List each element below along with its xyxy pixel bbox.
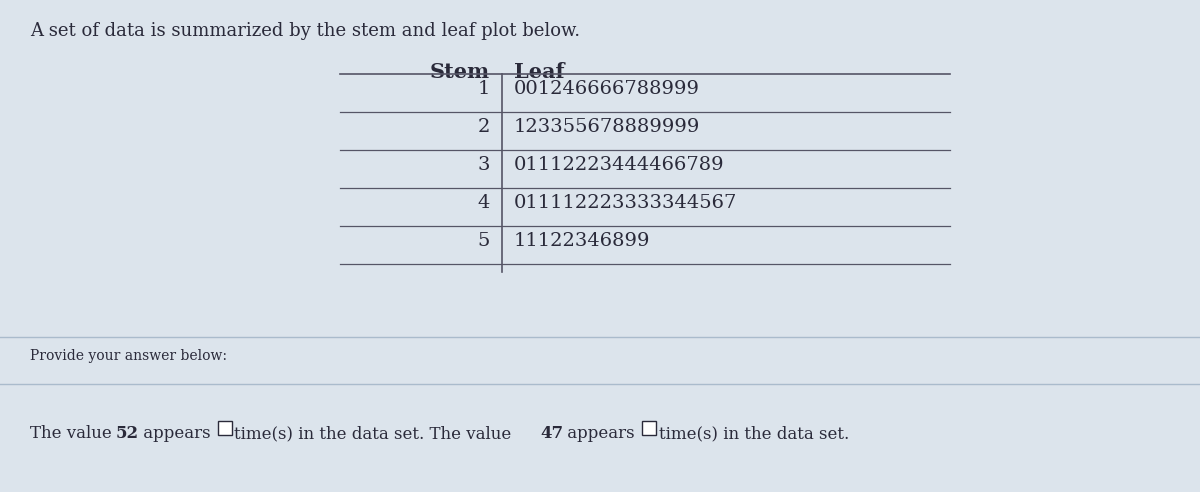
Text: Leaf: Leaf: [514, 62, 564, 82]
Text: 2: 2: [478, 118, 490, 136]
Text: Provide your answer below:: Provide your answer below:: [30, 349, 227, 363]
Text: 01112223444466789: 01112223444466789: [514, 156, 725, 174]
Text: 47: 47: [540, 426, 564, 442]
Text: appears: appears: [562, 426, 640, 442]
Text: time(s) in the data set.: time(s) in the data set.: [659, 426, 850, 442]
Text: time(s) in the data set. The value: time(s) in the data set. The value: [234, 426, 517, 442]
Text: 52: 52: [116, 426, 139, 442]
Text: 1: 1: [478, 80, 490, 98]
Text: 4: 4: [478, 194, 490, 212]
Text: Stem: Stem: [430, 62, 490, 82]
Text: 5: 5: [478, 232, 490, 250]
Text: A set of data is summarized by the stem and leaf plot below.: A set of data is summarized by the stem …: [30, 22, 580, 40]
Bar: [217, 422, 232, 435]
Text: appears: appears: [138, 426, 215, 442]
Text: The value: The value: [30, 426, 118, 442]
Text: 001246666788999: 001246666788999: [514, 80, 700, 98]
Text: 3: 3: [478, 156, 490, 174]
Text: 123355678889999: 123355678889999: [514, 118, 701, 136]
Text: 11122346899: 11122346899: [514, 232, 650, 250]
Text: 011112223333344567: 011112223333344567: [514, 194, 737, 212]
Bar: [642, 422, 656, 435]
